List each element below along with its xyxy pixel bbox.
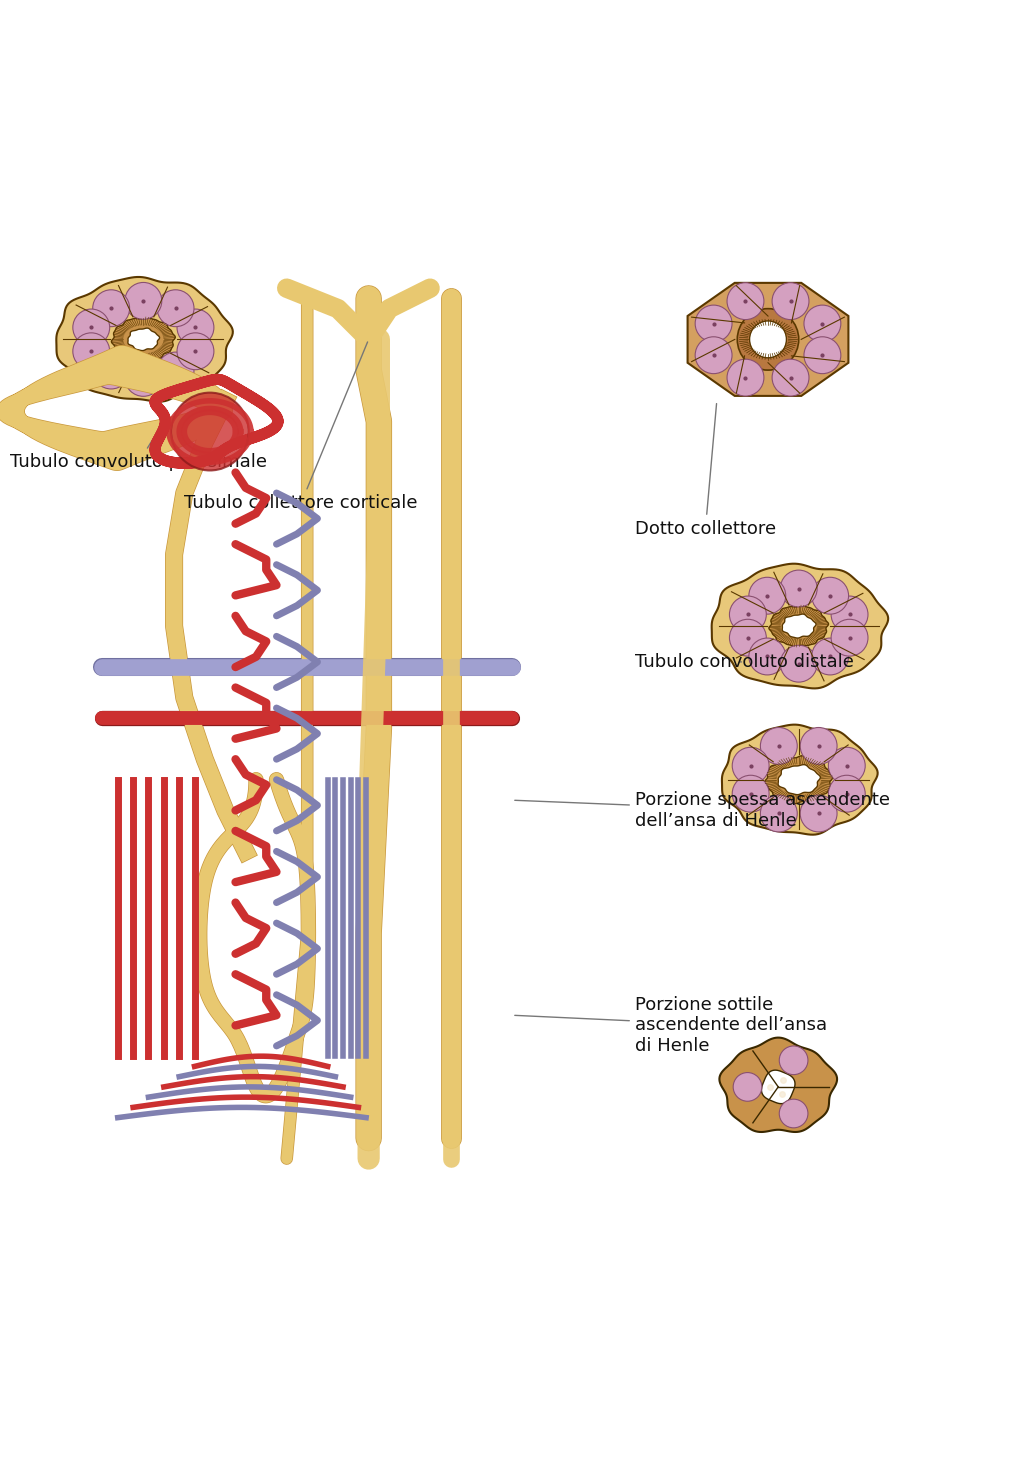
Circle shape — [177, 309, 214, 345]
Polygon shape — [56, 277, 232, 402]
Circle shape — [749, 577, 785, 615]
Circle shape — [772, 360, 809, 396]
Circle shape — [779, 1046, 808, 1075]
Circle shape — [812, 638, 849, 675]
Circle shape — [733, 1072, 762, 1101]
Polygon shape — [762, 1069, 795, 1103]
Circle shape — [780, 645, 817, 682]
Circle shape — [93, 353, 130, 389]
Circle shape — [779, 1099, 808, 1128]
Circle shape — [157, 290, 194, 326]
Circle shape — [125, 283, 162, 319]
Circle shape — [73, 309, 110, 345]
Polygon shape — [769, 605, 828, 647]
Polygon shape — [720, 1037, 837, 1132]
Circle shape — [727, 283, 764, 319]
Circle shape — [804, 337, 841, 373]
Text: Porzione sottile
ascendente dell’ansa
di Henle: Porzione sottile ascendente dell’ansa di… — [515, 995, 827, 1055]
Circle shape — [73, 332, 110, 370]
Circle shape — [772, 283, 809, 319]
Circle shape — [737, 309, 799, 370]
Text: Tubulo collettore corticale: Tubulo collettore corticale — [184, 342, 418, 513]
Circle shape — [727, 360, 764, 396]
Circle shape — [157, 353, 194, 389]
Circle shape — [93, 290, 130, 326]
Circle shape — [780, 570, 817, 608]
Polygon shape — [128, 328, 160, 351]
Circle shape — [695, 305, 732, 342]
Circle shape — [831, 596, 868, 632]
Circle shape — [761, 796, 798, 832]
Polygon shape — [687, 283, 849, 396]
Polygon shape — [765, 756, 833, 804]
Circle shape — [828, 775, 865, 812]
Circle shape — [800, 727, 837, 765]
Text: Tubulo convoluto distale: Tubulo convoluto distale — [635, 653, 854, 670]
Circle shape — [695, 337, 732, 373]
Circle shape — [729, 619, 766, 656]
Circle shape — [831, 619, 868, 656]
Polygon shape — [712, 564, 888, 688]
Circle shape — [171, 392, 249, 471]
Circle shape — [800, 796, 837, 832]
Circle shape — [749, 638, 785, 675]
Circle shape — [732, 775, 769, 812]
Circle shape — [812, 577, 849, 615]
Text: Porzione spessa ascendente
dell’ansa di Henle: Porzione spessa ascendente dell’ansa di … — [515, 791, 890, 830]
Polygon shape — [782, 613, 816, 638]
Text: Tubulo convoluto prossimale: Tubulo convoluto prossimale — [10, 424, 267, 471]
Circle shape — [729, 596, 766, 632]
FancyBboxPatch shape — [0, 217, 1024, 1240]
Circle shape — [177, 332, 214, 370]
Polygon shape — [722, 724, 878, 835]
Circle shape — [804, 305, 841, 342]
Circle shape — [761, 727, 798, 765]
Circle shape — [732, 747, 769, 784]
Polygon shape — [778, 765, 820, 794]
Circle shape — [828, 747, 865, 784]
Text: Dotto collettore: Dotto collettore — [635, 404, 776, 538]
Polygon shape — [112, 318, 175, 361]
Circle shape — [750, 321, 786, 358]
Circle shape — [125, 360, 162, 396]
